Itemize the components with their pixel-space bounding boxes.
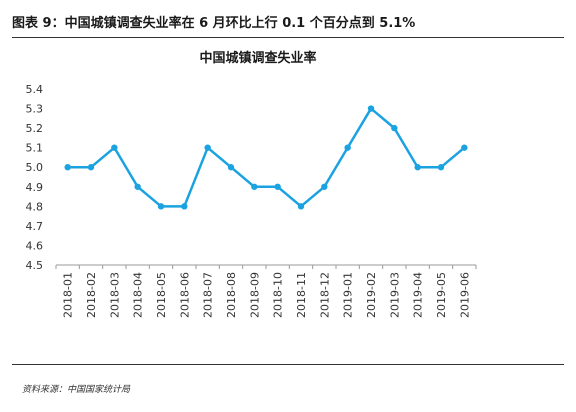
data-point bbox=[344, 144, 351, 151]
data-point bbox=[414, 164, 421, 171]
x-tick-label: 2019-05 bbox=[435, 272, 448, 318]
y-tick-label: 5.0 bbox=[26, 161, 44, 174]
x-tick-label: 2018-06 bbox=[178, 272, 191, 318]
y-tick-label: 5.3 bbox=[26, 103, 44, 116]
y-tick-label: 4.7 bbox=[26, 220, 44, 233]
data-point bbox=[111, 144, 118, 151]
y-tick-label: 5.4 bbox=[26, 83, 44, 96]
x-tick-label: 2018-08 bbox=[225, 272, 238, 318]
x-tick-label: 2018-03 bbox=[108, 272, 121, 318]
y-tick-labels: 4.5 4.6 4.7 4.8 4.9 5.0 5.1 5.2 5.3 5.4 bbox=[26, 83, 44, 272]
figure-title: 图表 9：中国城镇调查失业率在 6 月环比上行 0.1 个百分点到 5.1% bbox=[12, 16, 416, 31]
x-tick-label: 2018-12 bbox=[318, 272, 331, 318]
data-point bbox=[251, 183, 258, 190]
data-point bbox=[87, 164, 95, 171]
y-tick-label: 5.1 bbox=[26, 142, 44, 155]
data-point bbox=[321, 183, 328, 190]
data-point bbox=[391, 124, 398, 132]
x-tick-label: 2018-01 bbox=[62, 272, 75, 318]
data-point bbox=[461, 144, 468, 151]
data-point bbox=[181, 203, 188, 210]
bottom-rule bbox=[12, 364, 564, 365]
series-line bbox=[67, 107, 466, 208]
chart-title: 中国城镇调查失业率 bbox=[199, 50, 316, 66]
y-tick-label: 5.2 bbox=[26, 122, 44, 135]
top-rule bbox=[12, 37, 564, 38]
x-tick-label: 2019-04 bbox=[412, 272, 425, 318]
data-point bbox=[227, 164, 235, 171]
x-tick-label: 2019-03 bbox=[388, 272, 401, 318]
x-tick-label: 2018-10 bbox=[272, 272, 285, 318]
x-tick-label: 2018-04 bbox=[132, 272, 145, 318]
axes bbox=[55, 264, 477, 269]
y-tick-label: 4.8 bbox=[26, 200, 44, 213]
x-tick-labels: 2018-01 2018-02 2018-03 2018-04 2018-05 2018-… bbox=[62, 272, 472, 318]
x-tick-label: 2018-05 bbox=[155, 272, 168, 318]
y-tick-label: 4.9 bbox=[26, 181, 44, 194]
x-tick-label: 2019-06 bbox=[458, 272, 471, 318]
data-point bbox=[437, 164, 445, 171]
x-tick-label: 2018-02 bbox=[85, 272, 98, 318]
y-tick-label: 4.6 bbox=[26, 239, 44, 252]
x-tick-label: 2018-11 bbox=[295, 272, 308, 318]
x-tick-label: 2019-02 bbox=[365, 272, 378, 318]
x-tick-label: 2018-09 bbox=[248, 272, 261, 318]
data-point bbox=[297, 203, 305, 210]
x-tick-label: 2019-01 bbox=[342, 272, 355, 318]
data-point bbox=[367, 105, 375, 112]
data-point bbox=[157, 203, 165, 210]
data-point bbox=[204, 144, 211, 151]
data-point bbox=[274, 183, 281, 190]
data-point bbox=[64, 164, 71, 171]
series-group bbox=[64, 105, 468, 210]
y-tick-label: 4.5 bbox=[26, 259, 44, 272]
data-point bbox=[134, 183, 141, 190]
x-tick-label: 2018-07 bbox=[202, 272, 215, 318]
source-note: 资料来源：中国国家统计局 bbox=[22, 385, 131, 395]
